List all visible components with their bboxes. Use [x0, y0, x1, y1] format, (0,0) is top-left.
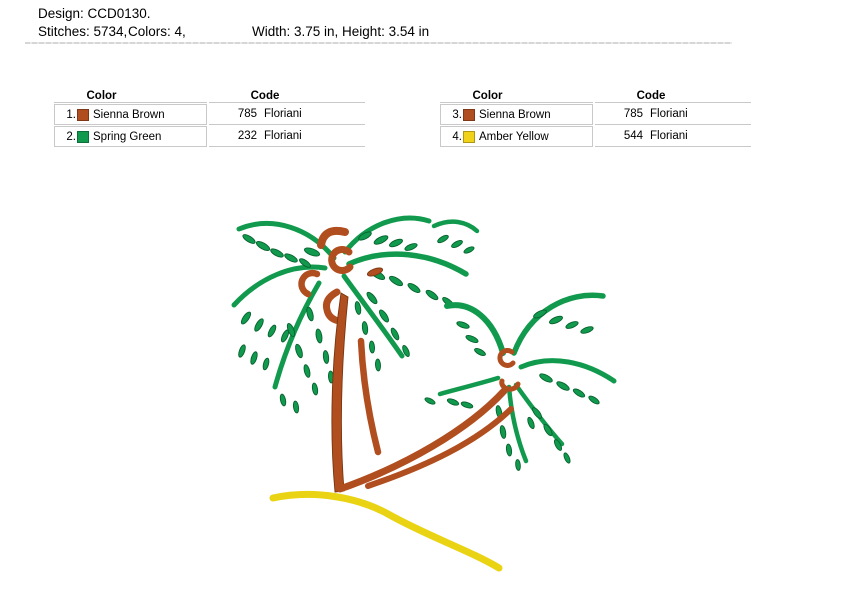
color-count-text: Colors: 4,	[128, 24, 186, 39]
thread-brand: Floriani	[650, 108, 688, 120]
code-column-header: Code	[636, 90, 666, 102]
thread-name: Amber Yellow	[479, 130, 549, 143]
brown-trunks-coconuts-group	[298, 226, 521, 493]
header-rule	[25, 42, 732, 44]
code-column-header: Code	[250, 90, 280, 102]
thread-name: Sienna Brown	[479, 108, 551, 121]
thread-brand: Floriani	[264, 108, 302, 120]
green-fronds-group	[231, 215, 617, 471]
design-id-text: Design: CCD0130.	[38, 6, 151, 21]
yellow-ground-group	[269, 490, 503, 572]
row-index: 4.	[452, 130, 462, 143]
thread-swatch	[77, 130, 89, 143]
thread-code: 544	[623, 130, 643, 142]
thread-brand: Floriani	[650, 130, 688, 142]
thread-table-left: Color Code 1. Sienna Brown 785 Floriani …	[54, 90, 365, 147]
thread-row: 3. Sienna Brown 785 Floriani	[440, 104, 751, 125]
thread-brand: Floriani	[264, 130, 302, 142]
thread-table-head: Color Code	[440, 90, 751, 103]
thread-code: 785	[623, 108, 643, 120]
thread-name: Spring Green	[93, 130, 162, 143]
thread-swatch	[463, 108, 475, 121]
thread-swatch	[463, 130, 475, 143]
thread-code: 232	[237, 130, 257, 142]
color-column-header: Color	[86, 90, 117, 102]
row-index: 1.	[66, 108, 76, 121]
thread-row: 2. Spring Green 232 Floriani	[54, 126, 365, 147]
thread-swatch	[77, 108, 89, 121]
thread-code: 785	[237, 108, 257, 120]
row-index: 2.	[66, 130, 76, 143]
thread-row: 4. Amber Yellow 544 Floriani	[440, 126, 751, 147]
thread-row: 1. Sienna Brown 785 Floriani	[54, 104, 365, 125]
stitch-count-text: Stitches: 5734,	[38, 24, 128, 39]
color-column-header: Color	[472, 90, 503, 102]
thread-name: Sienna Brown	[93, 108, 165, 121]
palm-trees-design-preview	[231, 215, 617, 572]
thread-table-head: Color Code	[54, 90, 365, 103]
thread-table-right: Color Code 3. Sienna Brown 785 Floriani …	[440, 90, 751, 147]
dimensions-text: Width: 3.75 in, Height: 3.54 in	[252, 24, 430, 39]
row-index: 3.	[452, 108, 462, 121]
